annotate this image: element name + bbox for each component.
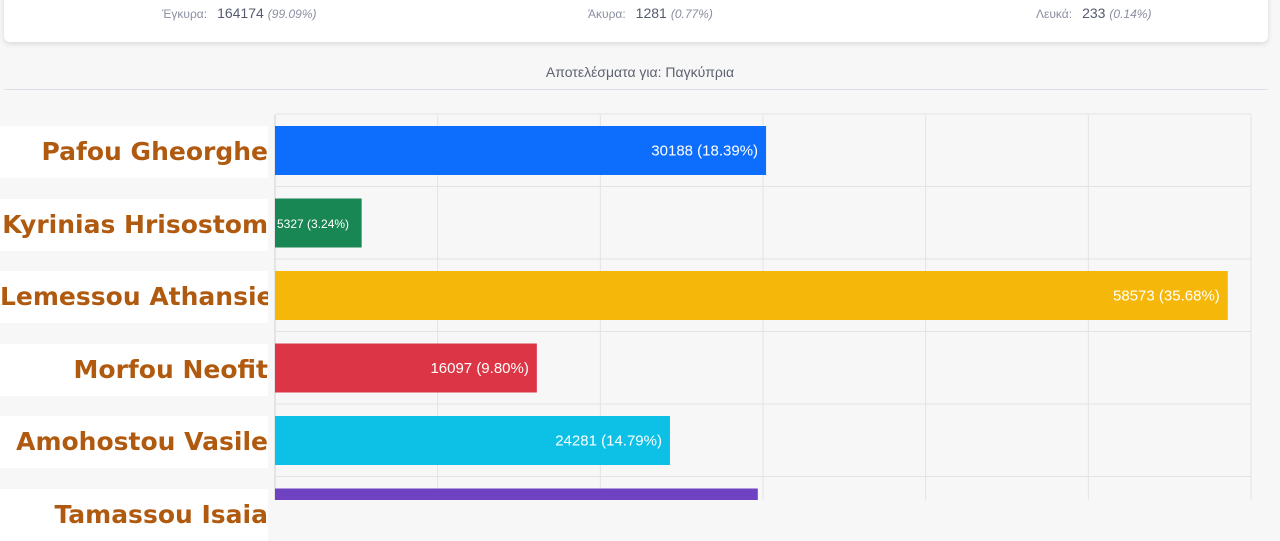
results-title: Αποτελέσματα για: Παγκύπρια [545,64,735,80]
bar [275,198,362,248]
invalid-votes-value: 1281 [635,5,667,21]
valid-votes-label: Έγκυρα: [162,7,208,21]
bar [275,416,670,465]
bar [275,126,767,175]
bar-data-label: 16097 (9.80%) [430,360,528,377]
valid-votes-percent: (99.09%) [267,7,317,21]
category-label: Kyrinias Hrisostom [0,198,268,251]
bar [275,271,1228,320]
valid-votes-value: 164174 [217,5,264,21]
blank-votes-label: Λευκά: [1036,7,1073,21]
blank-votes-stat: Λευκά: 233 (0.14%) [1036,5,1151,21]
bar-data-label: 5327 (3.24%) [277,217,349,231]
vote-summary-card: Έγκυρα: 164174 (99.09%) Άκυρα: 1281 (0.77%) … [4,0,1268,42]
invalid-votes-stat: Άκυρα: 1281 (0.77%) [588,5,713,21]
bar [275,488,758,500]
invalid-votes-label: Άκυρα: [588,7,626,21]
bar [275,343,537,393]
category-label: Morfou Neofit [0,343,268,396]
bar-data-label: 30188 (18.39%) [651,143,758,160]
category-label: Tamassou Isaia [0,488,268,541]
blank-votes-percent: (0.14%) [1109,7,1152,21]
invalid-votes-percent: (0.77%) [670,7,713,21]
category-label: Amohostou Vasile [0,416,268,468]
blank-votes-value: 233 [1082,5,1106,21]
divider [4,89,1268,90]
valid-votes-stat: Έγκυρα: 164174 (99.09%) [162,5,317,21]
category-label: Pafou Gheorghe [0,126,268,178]
results-bar-chart: 30188 (18.39%) 5327 (3.24%) 58573 (35.68%)… [274,113,1252,500]
bar-data-label: 24281 (14.79%) [555,433,662,450]
category-label: Lemessou Athansie [0,271,268,323]
bar-data-label: 58573 (35.68%) [1113,288,1220,305]
